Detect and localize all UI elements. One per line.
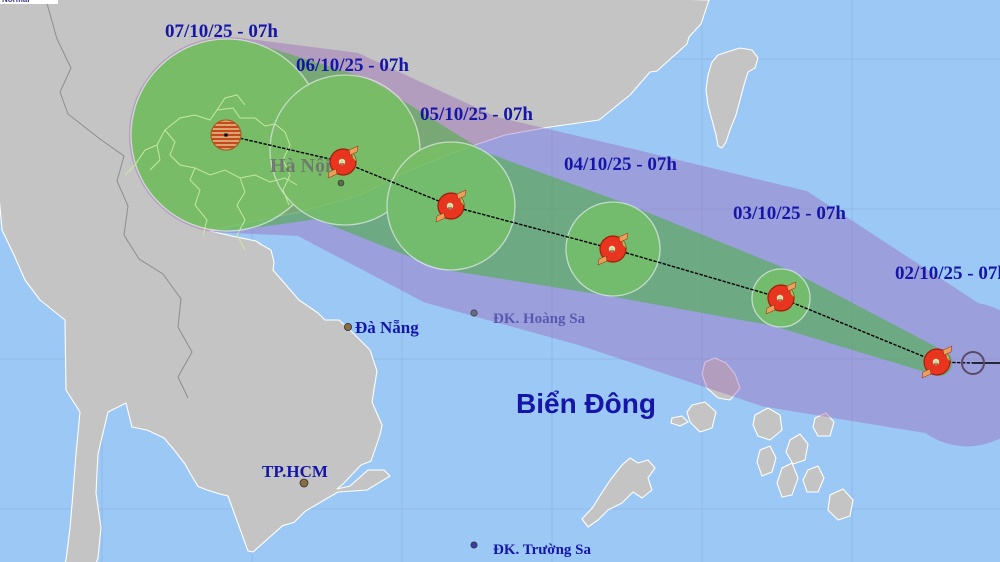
svg-text:Đà Nẵng: Đà Nẵng [355,318,419,337]
svg-text:06/10/25 - 07h: 06/10/25 - 07h [296,55,409,76]
svg-text:07/10/25 - 07h: 07/10/25 - 07h [165,21,278,42]
svg-text:TP.HCM: TP.HCM [262,462,328,481]
svg-text:Biển Đông: Biển Đông [516,388,656,419]
svg-text:Hà Nội: Hà Nội [270,155,331,177]
svg-text:Normal: Normal [2,0,30,4]
svg-text:04/10/25 - 07h: 04/10/25 - 07h [564,154,677,175]
svg-text:03/10/25 - 07h: 03/10/25 - 07h [733,203,846,224]
svg-text:05/10/25 - 07h: 05/10/25 - 07h [420,104,533,125]
svg-text:02/10/25 - 07h: 02/10/25 - 07h [895,263,1000,284]
svg-text:ĐK. Hoàng Sa: ĐK. Hoàng Sa [493,311,586,327]
svg-text:ĐK. Trường Sa: ĐK. Trường Sa [493,542,592,558]
